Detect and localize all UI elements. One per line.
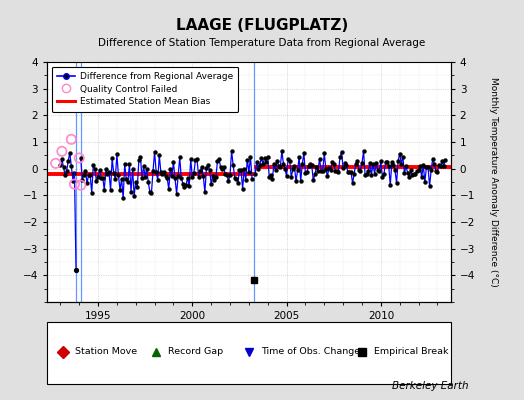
Text: Record Gap: Record Gap [168, 347, 223, 356]
Point [58, 148, 66, 154]
Point [67, 136, 75, 142]
Point [70, 181, 79, 187]
Point [77, 182, 85, 188]
Text: Difference of Station Temperature Data from Regional Average: Difference of Station Temperature Data f… [99, 38, 425, 48]
Text: Time of Obs. Change: Time of Obs. Change [261, 347, 360, 356]
Point [51, 160, 60, 166]
FancyBboxPatch shape [47, 322, 451, 384]
Text: Station Move: Station Move [75, 347, 137, 356]
Y-axis label: Monthly Temperature Anomaly Difference (°C): Monthly Temperature Anomaly Difference (… [489, 77, 498, 287]
Text: Empirical Break: Empirical Break [374, 347, 449, 356]
Legend: Difference from Regional Average, Quality Control Failed, Estimated Station Mean: Difference from Regional Average, Qualit… [52, 66, 238, 112]
Point [75, 155, 83, 161]
Text: LAAGE (FLUGPLATZ): LAAGE (FLUGPLATZ) [176, 18, 348, 33]
Text: Berkeley Earth: Berkeley Earth [392, 381, 469, 391]
